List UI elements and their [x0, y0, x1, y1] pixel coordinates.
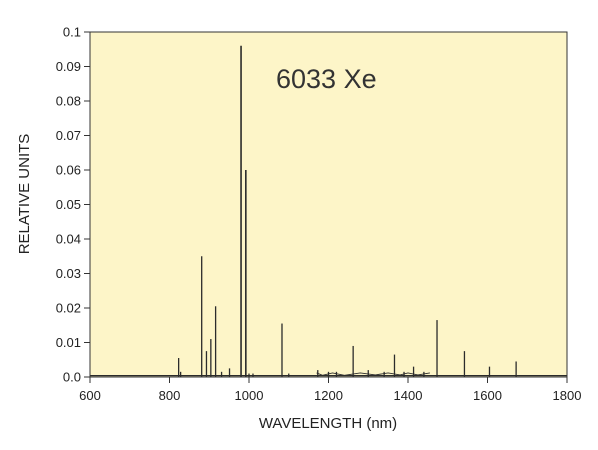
y-tick-label: 0.06 [56, 163, 81, 178]
y-tick-label: 0.03 [56, 266, 81, 281]
y-tick-label: 0.04 [56, 232, 81, 247]
spectrum-ripple [316, 372, 430, 376]
x-tick-label: 600 [79, 388, 101, 403]
y-tick-label: 0.1 [63, 25, 81, 40]
y-tick-label: 0.02 [56, 301, 81, 316]
x-tick-label: 1400 [394, 388, 423, 403]
spectrum-label: 6033 Xe [276, 64, 377, 94]
y-tick-label: 0.07 [56, 128, 81, 143]
plot-area-background [90, 32, 567, 377]
y-axis: 0.0 0.01 0.02 0.03 0.04 0.05 0.06 0.07 0.08 0.09 0… [56, 25, 90, 385]
y-tick-label: 0.01 [56, 335, 81, 350]
y-tick-label: 0.05 [56, 197, 81, 212]
x-tick-label: 1600 [473, 388, 502, 403]
x-tick-label: 800 [159, 388, 181, 403]
y-tick-label: 0.08 [56, 94, 81, 109]
y-axis-title: RELATIVE UNITS [16, 134, 33, 255]
spectrum-marks [90, 45, 567, 377]
y-tick-label: 0.09 [56, 59, 81, 74]
x-tick-label: 1000 [235, 388, 264, 403]
y-tick-label: 0.0 [63, 370, 81, 385]
x-tick-label: 1200 [314, 388, 343, 403]
x-axis: 600 800 1000 1200 1400 1600 1800 [79, 377, 581, 403]
x-tick-label: 1800 [553, 388, 582, 403]
x-axis-title: WAVELENGTH (nm) [259, 415, 397, 432]
